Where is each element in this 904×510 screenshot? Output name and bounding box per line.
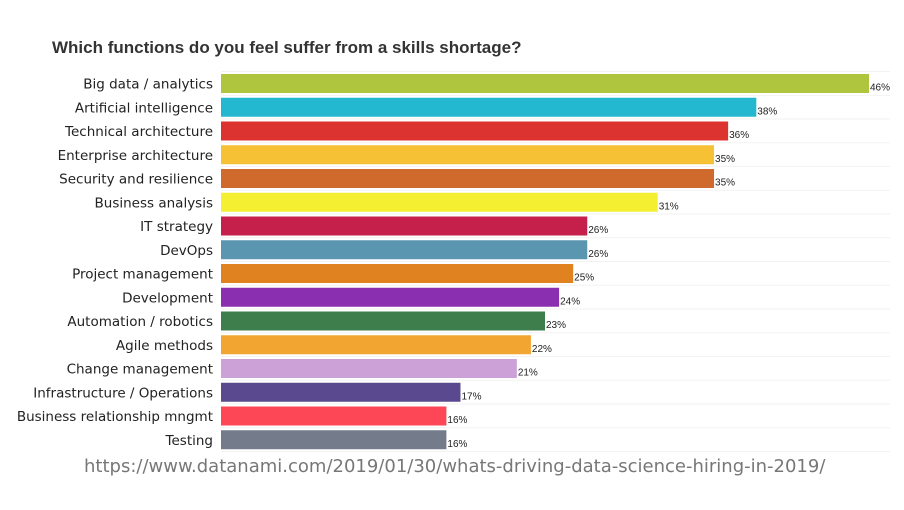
bar[interactable] [221,169,715,188]
bar[interactable] [221,264,574,283]
category-label: Enterprise architecture [58,148,213,164]
chart-title: Which functions do you feel suffer from … [52,38,522,57]
value-label: 36% [729,130,749,141]
value-label: 22% [532,344,552,355]
bar[interactable] [221,406,447,426]
value-label: 16% [447,439,467,450]
bars [221,74,869,450]
category-label: Development [122,290,213,306]
bar[interactable] [221,287,560,307]
value-labels: 46% 38% 36% 35% 35% 31% 26% 26% 25% 24% 23% 22% 21% 1… [447,83,890,450]
value-label: 35% [715,154,735,165]
value-label: 35% [715,178,735,189]
category-label: Business analysis [95,195,213,211]
bar[interactable] [221,430,447,450]
value-label: 25% [574,273,594,284]
category-label: Artificial intelligence [75,100,213,116]
value-label: 23% [546,320,566,331]
category-label: IT strategy [140,219,213,235]
bar[interactable] [221,335,531,355]
bar[interactable] [221,382,461,402]
value-label: 26% [588,249,608,260]
bar[interactable] [221,192,658,212]
bar[interactable] [221,145,715,165]
gridlines [221,71,890,452]
category-label: Security and resilience [59,172,213,188]
bar[interactable] [221,74,869,93]
value-label: 24% [560,296,580,307]
category-labels: Big data / analytics Artificial intellige… [17,77,213,449]
value-label: 17% [461,391,481,402]
category-label: Technical architecture [64,124,213,140]
category-label: Infrastructure / Operations [33,385,213,401]
value-label: 26% [588,225,608,236]
category-label: Change management [67,362,213,378]
value-label: 21% [518,368,538,379]
bar[interactable] [221,216,588,236]
value-label: 46% [870,83,890,94]
bar[interactable] [221,311,545,331]
category-label: Business relationship mngmt [17,409,213,425]
bar[interactable] [221,121,729,141]
category-label: Project management [72,267,213,283]
source-url[interactable]: https://www.datanami.com/2019/01/30/what… [84,456,826,477]
bar[interactable] [221,240,588,260]
value-label: 38% [757,106,777,117]
category-label: DevOps [160,243,213,259]
category-label: Agile methods [116,338,213,354]
category-label: Automation / robotics [67,314,213,330]
value-label: 31% [659,201,679,212]
bar[interactable] [221,359,517,378]
bar[interactable] [221,97,757,117]
category-label: Testing [165,433,213,449]
category-label: Big data / analytics [83,77,213,93]
value-label: 16% [447,415,467,426]
